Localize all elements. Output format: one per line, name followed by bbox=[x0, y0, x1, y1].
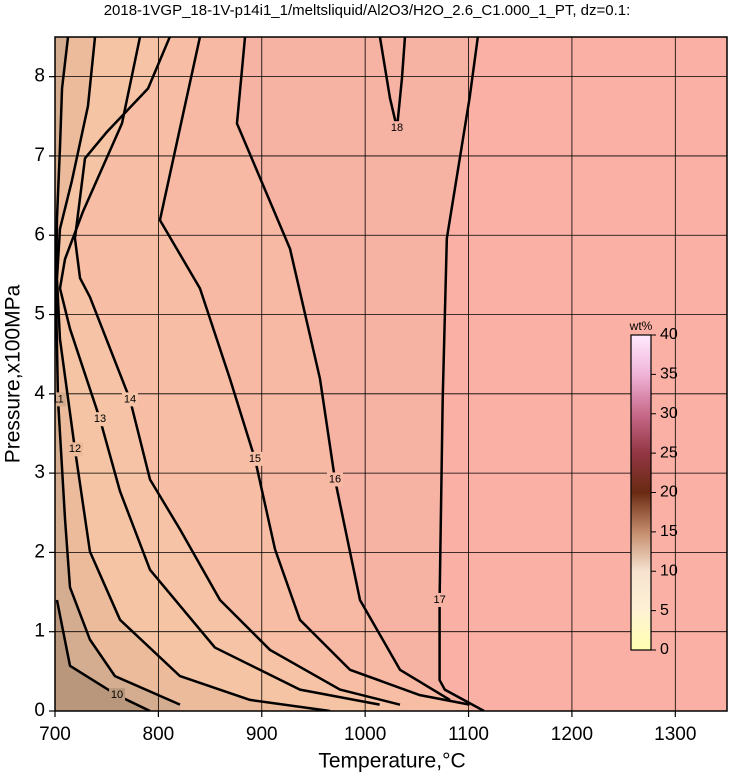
contour-label-bg bbox=[431, 592, 448, 607]
colorbar-tick-label: 5 bbox=[660, 602, 669, 619]
contour-fill bbox=[55, 37, 380, 711]
contour-label: 10 bbox=[111, 689, 123, 701]
colorbar-tick-label: 35 bbox=[660, 366, 678, 383]
contour-fill bbox=[55, 37, 400, 711]
contour-fill bbox=[55, 599, 151, 711]
contour-label-bg bbox=[246, 451, 263, 466]
contour-label-bg bbox=[55, 392, 66, 407]
contour-label: 17 bbox=[433, 594, 445, 606]
y-tick-label: 8 bbox=[34, 66, 45, 87]
contour-line bbox=[55, 599, 151, 711]
y-tick-label: 7 bbox=[34, 145, 45, 166]
x-tick-label: 1100 bbox=[448, 724, 489, 745]
x-tick-label: 1200 bbox=[551, 724, 593, 745]
contour-label-bg bbox=[91, 412, 108, 427]
fills bbox=[55, 37, 727, 711]
contour-label: 15 bbox=[249, 453, 261, 465]
contour-label-bg bbox=[109, 688, 126, 703]
y-tick-label: 6 bbox=[34, 224, 45, 245]
contour-lines: 10 11 12 13 14 15 16 17 18 bbox=[52, 37, 485, 711]
contour-label-bg bbox=[388, 121, 405, 136]
y-tick-label: 4 bbox=[34, 383, 45, 404]
x-tick-label: 1300 bbox=[654, 724, 696, 745]
x-tick-label: 700 bbox=[39, 724, 71, 745]
contour-line bbox=[235, 37, 451, 701]
grid bbox=[54, 37, 727, 712]
contour-label: 18 bbox=[391, 122, 403, 134]
y-tick-label: 5 bbox=[34, 304, 45, 325]
contour-label: 13 bbox=[94, 413, 106, 425]
y-tick-label: 1 bbox=[34, 621, 45, 642]
contour-label: 14 bbox=[124, 393, 136, 405]
contour-label: 11 bbox=[52, 393, 63, 405]
colorbar-tick-label: 20 bbox=[660, 484, 678, 501]
chart-title: 2018-1VGP_18-1V-p14i1_1/meltsliquid/Al2O… bbox=[104, 2, 631, 19]
contour-label-bg bbox=[121, 392, 138, 407]
colorbar-tick-label: 0 bbox=[660, 641, 669, 658]
colorbar-tick-label: 40 bbox=[660, 326, 678, 343]
y-tick-label: 2 bbox=[34, 541, 45, 562]
x-tick-label: 900 bbox=[246, 724, 278, 745]
x-tick-label: 800 bbox=[143, 724, 175, 745]
contour-line bbox=[58, 37, 380, 706]
plot-frame bbox=[54, 36, 728, 712]
y-axis-title: Pressure,x100MPa bbox=[2, 284, 25, 463]
contour-line bbox=[55, 37, 331, 711]
colorbar: 0 5 10 15 20 25 30 35 40 wt% bbox=[629, 319, 678, 658]
y-tick-label: 0 bbox=[34, 700, 45, 721]
x-axis-title: Temperature,°C bbox=[318, 750, 465, 773]
colorbar-title: wt% bbox=[629, 319, 653, 333]
y-tick-label: 3 bbox=[34, 462, 45, 483]
contour-line bbox=[438, 37, 485, 711]
colorbar-tick-label: 25 bbox=[660, 444, 678, 461]
colorbar-tick-label: 15 bbox=[660, 523, 678, 540]
colorbar-tick-label: 10 bbox=[660, 562, 678, 579]
contour-label: 12 bbox=[69, 443, 81, 455]
colorbar-fill bbox=[630, 334, 652, 651]
contour-label-bg bbox=[326, 472, 343, 487]
contour-label: 16 bbox=[329, 473, 341, 485]
contour-fill bbox=[55, 37, 180, 711]
contour-label-bg bbox=[66, 442, 83, 457]
colorbar-tick-label: 30 bbox=[660, 405, 678, 422]
x-tick-label: 1000 bbox=[344, 724, 386, 745]
contour-line bbox=[73, 37, 401, 706]
